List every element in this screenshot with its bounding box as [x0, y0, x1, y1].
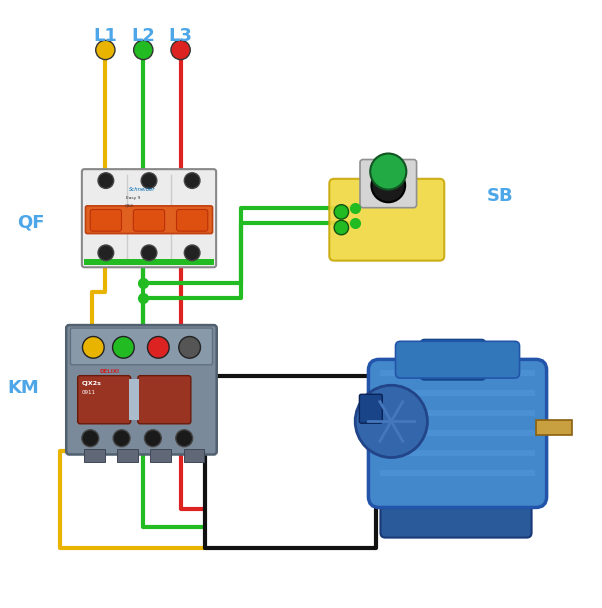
Circle shape — [334, 205, 349, 219]
Bar — [150, 449, 171, 462]
Bar — [129, 379, 139, 420]
Circle shape — [98, 245, 114, 261]
FancyBboxPatch shape — [176, 210, 208, 231]
FancyBboxPatch shape — [396, 341, 520, 378]
Circle shape — [184, 245, 200, 261]
FancyBboxPatch shape — [133, 210, 164, 231]
Circle shape — [147, 336, 169, 358]
Bar — [380, 430, 535, 436]
FancyBboxPatch shape — [70, 328, 213, 365]
Bar — [380, 370, 535, 376]
Circle shape — [98, 173, 114, 188]
Text: L2: L2 — [131, 27, 155, 45]
Circle shape — [141, 245, 157, 261]
Circle shape — [176, 430, 193, 447]
Text: Q63: Q63 — [125, 204, 134, 207]
Bar — [536, 420, 572, 435]
FancyBboxPatch shape — [138, 376, 191, 424]
Text: DELIXI: DELIXI — [99, 369, 119, 375]
Circle shape — [82, 336, 104, 358]
Circle shape — [355, 385, 427, 457]
Bar — [117, 449, 138, 462]
Circle shape — [370, 153, 406, 190]
Text: L1: L1 — [93, 27, 117, 45]
Bar — [380, 450, 535, 456]
FancyBboxPatch shape — [368, 359, 547, 508]
Circle shape — [113, 430, 130, 447]
FancyBboxPatch shape — [359, 395, 382, 423]
Circle shape — [371, 168, 405, 202]
FancyBboxPatch shape — [380, 483, 532, 537]
Bar — [380, 410, 535, 416]
Bar — [380, 469, 535, 475]
Circle shape — [82, 430, 99, 447]
FancyBboxPatch shape — [85, 206, 213, 233]
Text: Easy 9: Easy 9 — [126, 196, 141, 200]
Text: 0911: 0911 — [81, 390, 95, 395]
Text: Schneider: Schneider — [129, 187, 156, 192]
Bar — [84, 449, 105, 462]
Text: L3: L3 — [169, 27, 193, 45]
Circle shape — [134, 40, 153, 60]
FancyBboxPatch shape — [329, 179, 444, 261]
FancyBboxPatch shape — [66, 325, 217, 455]
Circle shape — [179, 336, 200, 358]
Circle shape — [334, 220, 349, 235]
Bar — [184, 449, 204, 462]
FancyBboxPatch shape — [90, 210, 122, 231]
FancyBboxPatch shape — [82, 169, 216, 268]
Text: QF: QF — [17, 214, 45, 232]
Text: KM: KM — [7, 379, 39, 397]
FancyBboxPatch shape — [421, 339, 485, 380]
Circle shape — [96, 40, 115, 60]
FancyBboxPatch shape — [78, 376, 131, 424]
Circle shape — [113, 336, 134, 358]
Circle shape — [184, 173, 200, 188]
Bar — [84, 259, 214, 265]
Bar — [380, 390, 535, 396]
Circle shape — [144, 430, 161, 447]
Text: SB: SB — [486, 187, 513, 205]
Circle shape — [141, 173, 157, 188]
Circle shape — [171, 40, 190, 60]
FancyBboxPatch shape — [360, 159, 417, 208]
Text: CJX2s: CJX2s — [81, 381, 101, 386]
